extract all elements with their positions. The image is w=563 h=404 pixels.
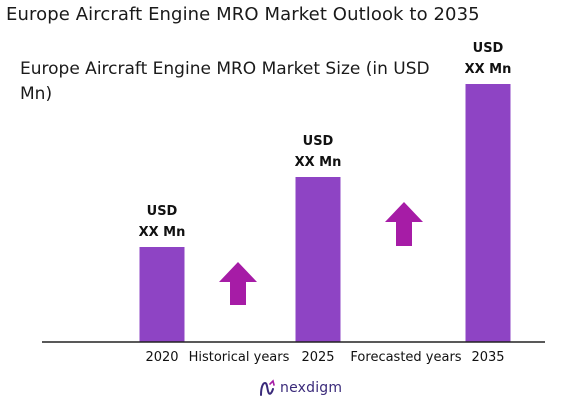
period-label-forecasted: Forecasted years xyxy=(350,350,462,365)
growth-arrow-historical-icon xyxy=(219,262,257,305)
data-label-line: USD xyxy=(472,41,504,56)
bar-2025 xyxy=(295,177,341,342)
data-label-line: XX Mn xyxy=(138,225,186,240)
page-title: Europe Aircraft Engine MRO Market Outloo… xyxy=(6,4,480,25)
chart-title: Europe Aircraft Engine MRO Market Size (… xyxy=(20,59,430,104)
x-tick-label-2025: 2025 xyxy=(301,350,335,365)
nexdigm-logo: nexdigm xyxy=(258,376,342,400)
data-label-line: USD xyxy=(302,134,334,149)
data-label-line: XX Mn xyxy=(294,155,342,170)
bar-2020 xyxy=(139,247,185,342)
period-label-historical: Historical years xyxy=(188,350,290,365)
bar-2035 xyxy=(465,84,511,342)
x-tick-label-2035: 2035 xyxy=(471,350,505,365)
data-label-2025: USD XX Mn xyxy=(268,131,368,173)
x-tick-label-2020: 2020 xyxy=(145,350,179,365)
data-label-2035: USD XX Mn xyxy=(438,38,538,80)
logo-text: nexdigm xyxy=(280,380,343,396)
growth-arrow-forecast-icon xyxy=(385,202,423,246)
nexdigm-logo-icon xyxy=(260,379,275,396)
data-label-line: XX Mn xyxy=(464,62,512,77)
data-label-line: USD xyxy=(146,204,178,219)
data-label-2020: USD XX Mn xyxy=(112,201,212,243)
